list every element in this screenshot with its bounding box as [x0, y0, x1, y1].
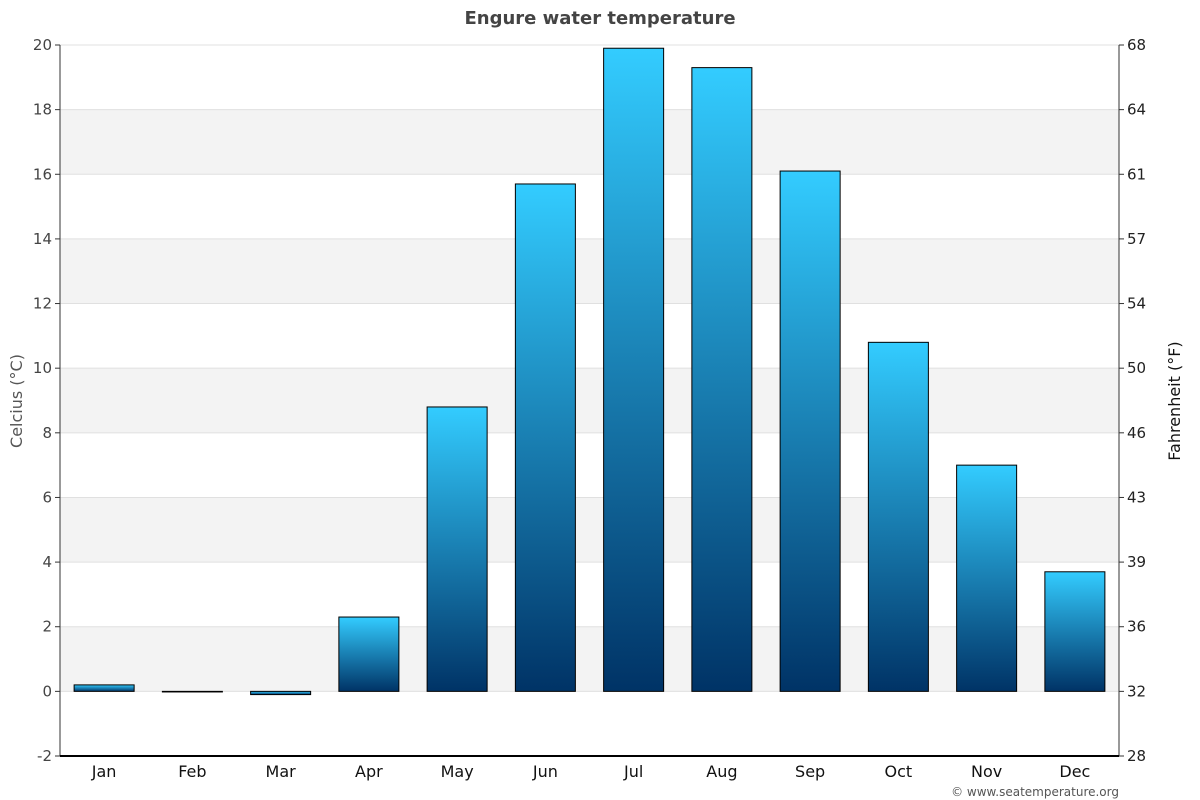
- bar-jun[interactable]: [514, 183, 576, 692]
- x-tick-label: Oct: [885, 762, 913, 781]
- bar-feb[interactable]: [161, 690, 223, 693]
- bars: [73, 47, 1106, 696]
- y-tick-label-right: 46: [1127, 424, 1146, 442]
- y-tick-label-left: 8: [42, 424, 52, 442]
- y-axis-left-ticks: -2 0 2 4 6 8 10 12 14 16 18 20: [33, 36, 52, 765]
- axes: [55, 44, 1124, 757]
- x-tick-label: May: [441, 762, 474, 781]
- y-tick-label-right: 54: [1127, 295, 1146, 313]
- x-tick-label: Sep: [795, 762, 825, 781]
- y-axis-right-title: Fahrenheit (°F): [1165, 341, 1184, 460]
- x-tick-label: Jul: [623, 762, 643, 781]
- x-tick-label: Jun: [532, 762, 558, 781]
- bar-nov[interactable]: [956, 464, 1018, 692]
- bar-jul[interactable]: [603, 47, 665, 692]
- y-axis-left-title: Celcius (°C): [7, 354, 26, 448]
- y-tick-label-right: 32: [1127, 682, 1146, 700]
- x-tick-label: Dec: [1059, 762, 1090, 781]
- x-tick-label: Aug: [706, 762, 737, 781]
- y-tick-label-right: 64: [1127, 101, 1146, 119]
- y-tick-label-right: 28: [1127, 747, 1146, 765]
- y-tick-label-left: 14: [33, 230, 52, 248]
- y-tick-label-right: 57: [1127, 230, 1146, 248]
- grid-band: [60, 368, 1119, 433]
- background-bands: [60, 109, 1119, 692]
- x-tick-label: Apr: [355, 762, 383, 781]
- y-tick-label-right: 68: [1127, 36, 1146, 54]
- bar-dec[interactable]: [1044, 571, 1106, 692]
- grid-band: [60, 626, 1119, 692]
- x-axis-ticks: Jan Feb Mar Apr May Jun Jul Aug Sep Oct Nov Dec: [91, 762, 1091, 781]
- grid-band: [60, 238, 1119, 304]
- bar-jan[interactable]: [73, 684, 135, 692]
- y-tick-label-left: 6: [42, 488, 52, 506]
- y-tick-label-right: 50: [1127, 359, 1146, 377]
- y-tick-label-left: 2: [42, 618, 52, 636]
- bar-sep[interactable]: [779, 170, 841, 692]
- y-tick-label-left: -2: [37, 747, 52, 765]
- y-axis-right-ticks: 28 32 36 39 43 46 50 54 57 61 64 68: [1127, 36, 1146, 765]
- x-tick-label: Mar: [266, 762, 297, 781]
- y-tick-label-right: 39: [1127, 553, 1146, 571]
- bar-aug[interactable]: [691, 67, 753, 692]
- y-tick-label-left: 12: [33, 295, 52, 313]
- x-tick-label: Jan: [91, 762, 117, 781]
- y-tick-label-left: 16: [33, 165, 52, 183]
- y-tick-label-left: 20: [33, 36, 52, 54]
- y-tick-label-right: 36: [1127, 618, 1146, 636]
- y-tick-label-right: 61: [1127, 165, 1146, 183]
- x-tick-label: Nov: [971, 762, 1002, 781]
- x-tick-label: Feb: [178, 762, 206, 781]
- grid-band: [60, 497, 1119, 563]
- y-tick-label-right: 43: [1127, 488, 1146, 506]
- bar-mar[interactable]: [250, 690, 312, 696]
- y-tick-label-left: 0: [42, 682, 52, 700]
- chart-title: Engure water temperature: [464, 8, 735, 29]
- y-tick-label-left: 10: [33, 359, 52, 377]
- bar-apr[interactable]: [338, 616, 400, 692]
- bar-oct[interactable]: [867, 341, 929, 692]
- y-tick-label-left: 4: [42, 553, 52, 571]
- gridlines: [60, 44, 1119, 692]
- grid-band: [60, 109, 1119, 175]
- credit-text[interactable]: © www.seatemperature.org: [951, 785, 1119, 799]
- y-tick-label-left: 18: [33, 101, 52, 119]
- bar-may[interactable]: [426, 406, 488, 692]
